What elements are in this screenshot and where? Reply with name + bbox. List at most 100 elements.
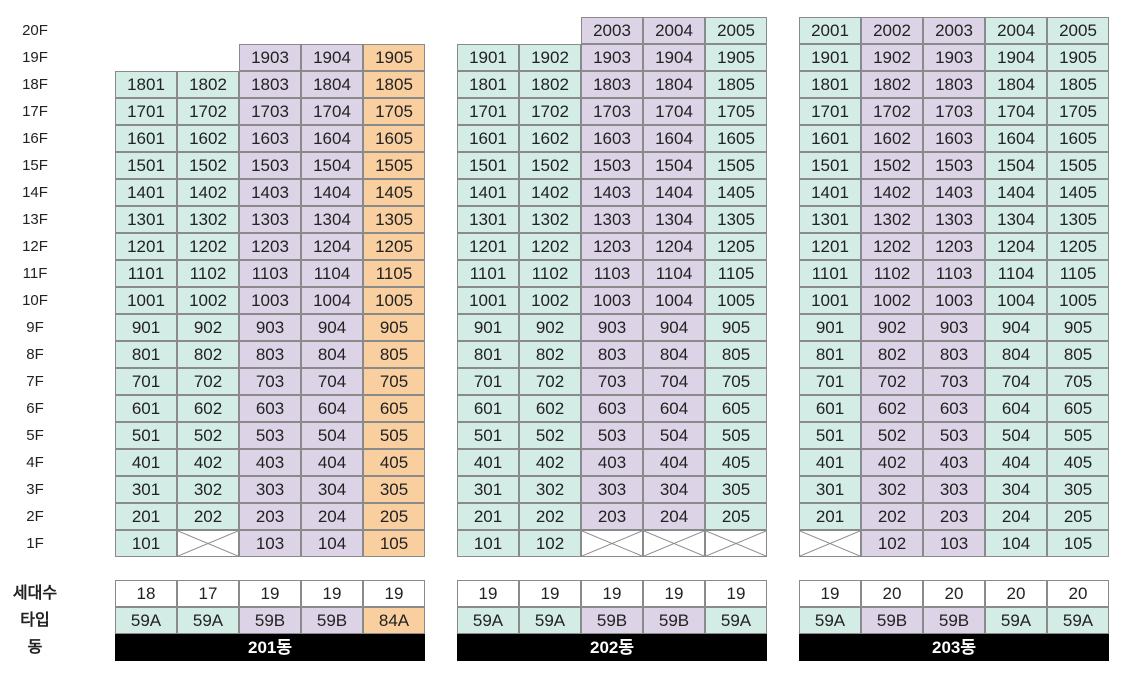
unit-cell: 504: [985, 422, 1047, 449]
unit-cell: 2003: [581, 17, 643, 44]
unit-cell: 2005: [705, 17, 767, 44]
unit-cell: 1203: [923, 233, 985, 260]
unit-cell: 1403: [239, 179, 301, 206]
unit-type-cell: 59B: [301, 607, 363, 634]
unit-type-cell: 59A: [705, 607, 767, 634]
unit-cell: 201: [799, 503, 861, 530]
unit-cell: 1802: [177, 71, 239, 98]
unit-cell: 301: [799, 476, 861, 503]
unit-cell: 803: [581, 341, 643, 368]
unit-cell: 504: [301, 422, 363, 449]
unit-cell: 301: [115, 476, 177, 503]
floor-label: 12F: [22, 238, 48, 255]
unit-cell: 1703: [923, 98, 985, 125]
unit-cell: 404: [301, 449, 363, 476]
unit-cell: 1901: [457, 44, 519, 71]
unit-cell: 1804: [301, 71, 363, 98]
unit-type-cell: 59B: [581, 607, 643, 634]
unit-cell: 1401: [799, 179, 861, 206]
unit-cell: 405: [363, 449, 425, 476]
unit-cell: 901: [799, 314, 861, 341]
unit-cell: 701: [115, 368, 177, 395]
unit-cell: 1401: [115, 179, 177, 206]
unit-cell: 203: [923, 503, 985, 530]
unit-cell: 1704: [643, 98, 705, 125]
unit-cell: 401: [799, 449, 861, 476]
unit-cell: 702: [519, 368, 581, 395]
unit-cell: 1304: [643, 206, 705, 233]
unit-cell: 1204: [643, 233, 705, 260]
unit-cell: 801: [115, 341, 177, 368]
unit-cell: 702: [177, 368, 239, 395]
unit-cell: 704: [301, 368, 363, 395]
household-count-cell: 19: [363, 580, 425, 607]
unit-cell: 402: [177, 449, 239, 476]
unit-cell: 903: [239, 314, 301, 341]
unit-cell: 604: [643, 395, 705, 422]
unit-cell: 1301: [799, 206, 861, 233]
unit-cell: 1004: [301, 287, 363, 314]
cross-icon: [800, 531, 860, 556]
unit-cell: 1005: [1047, 287, 1109, 314]
unit-cell: 704: [985, 368, 1047, 395]
unit-cell: 802: [519, 341, 581, 368]
unit-cell: 902: [177, 314, 239, 341]
unit-cell: 1801: [115, 71, 177, 98]
unit-cell: 1705: [1047, 98, 1109, 125]
household-count-cell: 19: [799, 580, 861, 607]
unit-cell: 403: [581, 449, 643, 476]
unit-cell: 1704: [985, 98, 1047, 125]
unit-cell: 1202: [177, 233, 239, 260]
unit-cell: 602: [519, 395, 581, 422]
unit-cell: 1805: [363, 71, 425, 98]
unit-cell: 603: [239, 395, 301, 422]
unit-cell: 605: [363, 395, 425, 422]
household-count-cell: 20: [985, 580, 1047, 607]
unit-cell: 802: [861, 341, 923, 368]
unit-cell: 401: [115, 449, 177, 476]
unit-cell: 1205: [1047, 233, 1109, 260]
unit-cell: 1001: [799, 287, 861, 314]
unit-cell: 1305: [705, 206, 767, 233]
unit-cell: 1803: [239, 71, 301, 98]
unit-cell: 1805: [1047, 71, 1109, 98]
floor-label: 14F: [22, 184, 48, 201]
unit-cell: 602: [177, 395, 239, 422]
unit-cell: 1501: [457, 152, 519, 179]
unit-cell: 1703: [239, 98, 301, 125]
unit-cell: 605: [705, 395, 767, 422]
unit-cell: 205: [1047, 503, 1109, 530]
unit-cell: 1003: [239, 287, 301, 314]
unit-cell: 403: [239, 449, 301, 476]
unit-cell: 1001: [457, 287, 519, 314]
unit-cell: 403: [923, 449, 985, 476]
unit-cell: 1405: [363, 179, 425, 206]
unit-cell: 904: [643, 314, 705, 341]
unit-cell: 1304: [301, 206, 363, 233]
unit-cell: 1705: [363, 98, 425, 125]
floor-label: 7F: [26, 373, 44, 390]
unit-cell: 504: [643, 422, 705, 449]
unit-cell: 604: [301, 395, 363, 422]
unit-cell: 1703: [581, 98, 643, 125]
unit-cell: 305: [1047, 476, 1109, 503]
unit-cell: 2004: [985, 17, 1047, 44]
unit-cell: 501: [799, 422, 861, 449]
unit-cell: 1603: [239, 125, 301, 152]
household-count-cell: 19: [301, 580, 363, 607]
unit-cell: 101: [457, 530, 519, 557]
unit-cell: 903: [923, 314, 985, 341]
unit-cell: 1003: [923, 287, 985, 314]
unit-type-cell: 59A: [457, 607, 519, 634]
unit-cell: 1605: [363, 125, 425, 152]
unit-cell: 1101: [115, 260, 177, 287]
unit-cell: 505: [1047, 422, 1109, 449]
unit-cell: 1101: [457, 260, 519, 287]
unit-cell: 1505: [1047, 152, 1109, 179]
unit-cell: 601: [457, 395, 519, 422]
unit-cell: 205: [363, 503, 425, 530]
unit-cell: 1601: [799, 125, 861, 152]
floor-label: 13F: [22, 211, 48, 228]
unit-cell: 1403: [923, 179, 985, 206]
cross-icon: [706, 531, 766, 556]
